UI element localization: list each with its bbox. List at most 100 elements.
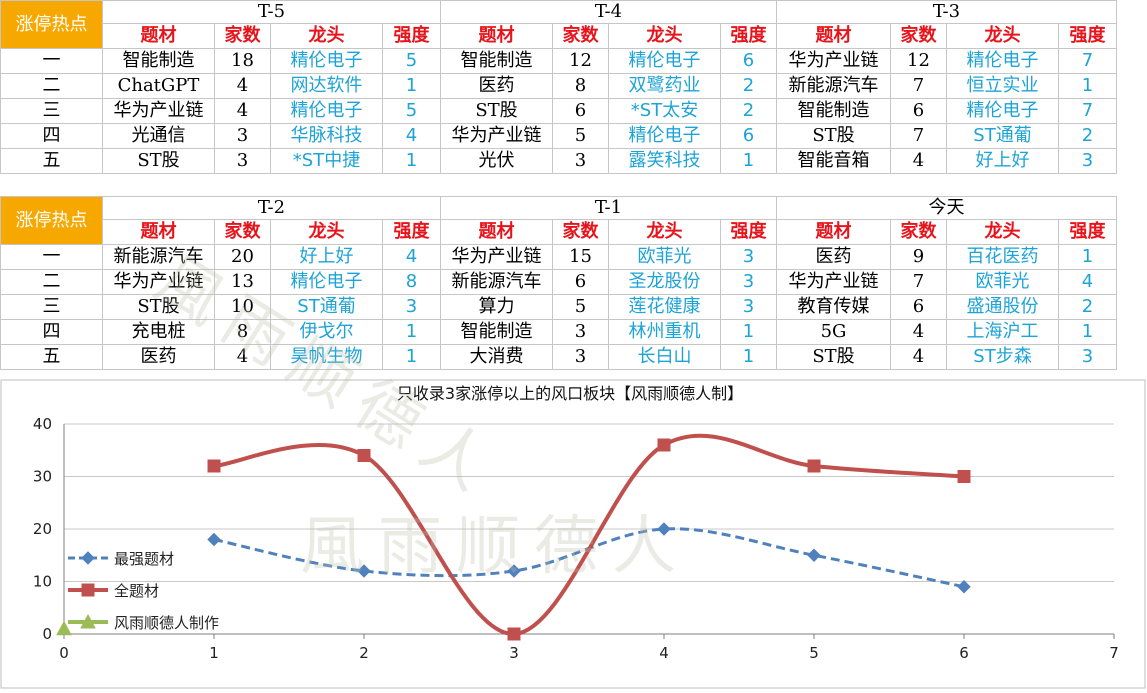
column-header-strength: 强度 <box>382 23 441 49</box>
leader-cell: ST通葡 <box>270 294 383 320</box>
column-header-topic: 题材 <box>102 23 215 49</box>
column-header-count: 家数 <box>552 219 609 245</box>
period-header: T-2 <box>102 196 441 220</box>
strength-cell: 4 <box>382 244 441 270</box>
legend-marker <box>81 551 95 565</box>
leader-cell: 好上好 <box>946 148 1059 174</box>
y-tick-label: 30 <box>33 468 52 486</box>
leader-cell: 圣龙股份 <box>608 269 721 295</box>
count-cell: 12 <box>552 48 609 74</box>
topic-cell: 新能源汽车 <box>776 73 891 99</box>
period-header: T-4 <box>440 0 777 24</box>
strength-cell: 1 <box>382 319 441 345</box>
leader-cell: 精伦电子 <box>270 98 383 124</box>
leader-cell: 好上好 <box>270 244 383 270</box>
topic-cell: 充电桩 <box>102 319 215 345</box>
chart-frame <box>0 379 1146 689</box>
strength-cell: 5 <box>382 48 441 74</box>
leader-cell: 精伦电子 <box>946 98 1059 124</box>
leader-cell: 百花医药 <box>946 244 1059 270</box>
leader-cell: 恒立实业 <box>946 73 1059 99</box>
period-header: 今天 <box>776 196 1117 220</box>
strength-cell: 2 <box>720 98 777 124</box>
strength-cell: 1 <box>1058 73 1117 99</box>
rank-cell: 五 <box>0 344 103 370</box>
column-header-leader: 龙头 <box>608 23 721 49</box>
strength-cell: 6 <box>720 48 777 74</box>
table-row: 四光通信 3 华脉科技 4 华为产业链 5 精伦电子 6 ST股 7 ST通葡 2 <box>0 123 1117 149</box>
strength-cell: 5 <box>382 98 441 124</box>
topic-cell: 5G <box>776 319 891 345</box>
leader-cell: *ST太安 <box>608 98 721 124</box>
strength-cell: 1 <box>720 148 777 174</box>
table-row: 五 ST股 3 *ST中捷 1 光伏 3 露笑科技 1 智能音箱 4 好上好 3 <box>0 148 1117 174</box>
count-cell: 3 <box>214 148 271 174</box>
strength-cell: 8 <box>382 269 441 295</box>
count-cell: 4 <box>214 73 271 99</box>
leader-cell: 欧菲光 <box>946 269 1059 295</box>
topic-cell: 新能源汽车 <box>440 269 553 295</box>
rank-cell: 二 <box>0 269 103 295</box>
leader-cell: 昊帆生物 <box>270 344 383 370</box>
column-header-leader: 龙头 <box>946 219 1059 245</box>
column-header-strength: 强度 <box>1058 23 1117 49</box>
strength-cell: 3 <box>720 244 777 270</box>
column-header-leader: 龙头 <box>270 219 383 245</box>
strength-cell: 4 <box>1058 269 1117 295</box>
data-point-1 <box>207 532 221 547</box>
count-cell: 15 <box>552 244 609 270</box>
table-row: 五医药 4 昊帆生物 1 大消费 3 长白山 1 ST股 4 ST步森 3 <box>0 344 1117 370</box>
topic-cell: 智能音箱 <box>776 148 891 174</box>
data-point-1 <box>807 548 821 562</box>
leader-cell: 精伦电子 <box>270 48 383 74</box>
count-cell: 7 <box>890 123 947 149</box>
rank-cell: 五 <box>0 148 103 174</box>
leader-cell: 双鹭药业 <box>608 73 721 99</box>
column-header-topic: 题材 <box>440 219 553 245</box>
leader-cell: 莲花健康 <box>608 294 721 320</box>
count-cell: 9 <box>890 244 947 270</box>
count-cell: 7 <box>890 73 947 99</box>
topic-cell: ST股 <box>776 344 891 370</box>
legend-label: 最强题材 <box>114 550 174 568</box>
count-cell: 3 <box>552 344 609 370</box>
count-cell: 3 <box>552 148 609 174</box>
leader-cell: 长白山 <box>608 344 721 370</box>
period-header: T-1 <box>440 196 777 220</box>
column-header-count: 家数 <box>890 23 947 49</box>
chart-title: 只收录3家涨停以上的风口板块【风雨顺德人制】 <box>397 384 743 403</box>
strength-cell: 1 <box>1058 244 1117 270</box>
x-tick-label: 7 <box>1109 644 1119 662</box>
column-header-topic: 题材 <box>102 219 215 245</box>
y-tick-label: 10 <box>33 573 52 591</box>
count-cell: 6 <box>552 269 609 295</box>
corner-label: 涨停热点 <box>0 196 103 245</box>
strength-cell: 2 <box>1058 123 1117 149</box>
rank-cell: 三 <box>0 294 103 320</box>
data-point-1 <box>357 564 371 578</box>
topic-cell: ST股 <box>776 123 891 149</box>
count-cell: 7 <box>890 269 947 295</box>
column-header-topic: 题材 <box>776 219 891 245</box>
column-header-count: 家数 <box>890 219 947 245</box>
count-cell: 20 <box>214 244 271 270</box>
leader-cell: 伊戈尔 <box>270 319 383 345</box>
column-header-strength: 强度 <box>382 219 441 245</box>
data-point-2 <box>807 459 821 473</box>
strength-cell: 3 <box>1058 148 1117 174</box>
count-cell: 6 <box>890 98 947 124</box>
topic-cell: 大消费 <box>440 344 553 370</box>
period-header: T-5 <box>102 0 441 24</box>
topic-cell: 智能制造 <box>102 48 215 74</box>
strength-cell: 1 <box>382 73 441 99</box>
x-tick-label: 1 <box>209 644 219 662</box>
column-header-strength: 强度 <box>1058 219 1117 245</box>
data-point-2 <box>507 627 521 641</box>
column-header-strength: 强度 <box>720 219 777 245</box>
column-header-topic: 题材 <box>440 23 553 49</box>
strength-cell: 7 <box>1058 48 1117 74</box>
x-tick-label: 6 <box>959 644 969 662</box>
strength-cell: 3 <box>720 294 777 320</box>
leader-cell: 欧菲光 <box>608 244 721 270</box>
data-point-3 <box>56 620 72 636</box>
